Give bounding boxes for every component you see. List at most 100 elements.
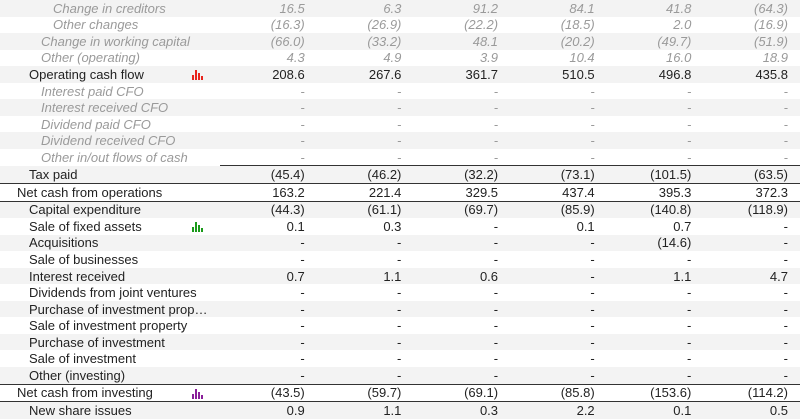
cell-value: (118.9) [703, 200, 800, 219]
cell-value: - [590, 351, 595, 367]
cell-value: 91.2 [413, 0, 511, 17]
cell-value: 0.7 [220, 267, 317, 285]
table-row: Dividend received CFO - - - - - - [0, 132, 800, 149]
table-row: Sale of investment property - - - - - - [0, 317, 800, 334]
cell-value: - [413, 367, 511, 385]
table-row: Tax paid (45.4) (46.2) (32.2) (73.1) (10… [0, 165, 800, 184]
cell-value: (18.5) [560, 17, 595, 33]
cell-value: - [220, 99, 317, 116]
cell-value: - [783, 218, 788, 234]
row-label: Dividends from joint ventures [29, 285, 197, 301]
cell-value: 437.4 [510, 183, 607, 202]
cell-value: - [397, 116, 402, 132]
cell-value: 0.3 [413, 401, 511, 419]
cell-value: - [783, 318, 788, 334]
table-row: Other (operating) 4.3 4.9 3.9 10.4 16.0 … [0, 50, 800, 67]
row-label: Other (investing) [0, 367, 221, 385]
cell-value: 48.1 [413, 33, 511, 50]
table-row: Dividends from joint ventures - - - - - … [0, 284, 800, 301]
cell-value: (22.2) [464, 17, 499, 33]
cell-value: - [316, 367, 414, 385]
cell-value: 329.5 [413, 183, 511, 202]
cell-value: - [783, 251, 788, 267]
cell-value: (14.6) [606, 234, 704, 252]
cell-value: 6.3 [316, 0, 414, 17]
cell-value: - [220, 132, 317, 149]
cell-value: - [397, 351, 402, 367]
cell-value: 395.3 [606, 183, 704, 202]
row-label: Net cash from investing [17, 385, 153, 401]
cell-value: 496.8 [606, 66, 704, 83]
row-label: Operating cash flow [29, 66, 144, 82]
cell-value: - [510, 267, 607, 285]
cell-value: 0.7 [673, 218, 692, 234]
cell-value: - [397, 285, 402, 301]
cell-value: 1.1 [316, 401, 414, 419]
cell-value: (69.1) [413, 383, 511, 402]
cell-value: - [510, 367, 607, 385]
bar-chart-icon[interactable] [192, 221, 204, 233]
row-label: Sale of investment property [29, 318, 188, 334]
row-label: Dividend paid CFO [41, 116, 151, 132]
cell-value: 1.1 [606, 267, 704, 285]
cell-value: - [316, 300, 414, 318]
cell-value: - [300, 251, 305, 267]
cell-value: - [703, 367, 800, 385]
cell-value: (85.8) [510, 383, 607, 402]
table-row: Purchase of investment prop… - - - - - - [0, 300, 800, 318]
cell-value: 510.5 [510, 66, 607, 83]
cell-value: 435.8 [703, 66, 800, 83]
cell-value: (63.5) [703, 165, 800, 184]
cell-value: 267.6 [316, 66, 414, 83]
table-row: Operating cash flow 208.6 267.6 361.7 51… [0, 66, 800, 83]
cell-value: - [703, 234, 800, 252]
cell-value: 0.6 [413, 267, 511, 285]
cell-value: 0.1 [606, 401, 704, 419]
table-row: Capital expenditure (44.3) (61.1) (69.7)… [0, 200, 800, 219]
cell-value: - [413, 132, 511, 149]
cell-value: 16.5 [220, 0, 317, 17]
cell-value: - [686, 318, 692, 334]
cell-value: - [493, 83, 499, 99]
cell-value: - [220, 300, 317, 318]
cell-value: 2.2 [510, 401, 607, 419]
cell-value: - [493, 149, 499, 165]
cell-value: - [686, 285, 692, 301]
row-label: Purchase of investment prop… [0, 300, 221, 318]
cell-value: - [493, 351, 499, 367]
cell-value: (44.3) [220, 200, 317, 219]
cell-value: - [606, 333, 704, 351]
cell-value: 18.9 [762, 50, 788, 66]
cell-value: - [397, 149, 402, 165]
cell-value: 372.3 [703, 183, 800, 202]
cell-value: - [606, 300, 704, 318]
cell-value: 4.7 [703, 267, 800, 285]
row-label: Dividend received CFO [0, 132, 221, 149]
cell-value: - [413, 99, 511, 116]
cell-value: - [703, 300, 800, 318]
bar-chart-icon[interactable] [192, 69, 204, 81]
bar-chart-icon[interactable] [192, 388, 204, 399]
cell-value: - [590, 251, 595, 267]
cell-value: - [413, 234, 511, 252]
cell-value: - [493, 285, 499, 301]
cell-value: - [510, 234, 607, 252]
row-label: Purchase of investment [0, 333, 221, 351]
cell-value: 84.1 [510, 0, 607, 17]
cell-value: - [510, 99, 607, 116]
cell-value: - [300, 318, 305, 334]
cell-value: - [590, 83, 595, 99]
cell-value: - [316, 234, 414, 252]
cell-value: - [413, 300, 511, 318]
cell-value: (16.3) [270, 17, 305, 33]
cell-value: - [397, 251, 402, 267]
cell-value: 163.2 [220, 183, 317, 202]
table-row: Other in/out flows of cash - - - - - - [0, 149, 800, 166]
cell-value: - [300, 149, 305, 165]
cell-value: - [397, 83, 402, 99]
cell-value: 41.8 [606, 0, 704, 17]
cell-value: (114.2) [703, 383, 800, 402]
cell-value: - [606, 132, 704, 149]
table-row: New share issues 0.9 1.1 0.3 2.2 0.1 0.5 [0, 401, 800, 419]
cell-value: - [220, 234, 317, 252]
